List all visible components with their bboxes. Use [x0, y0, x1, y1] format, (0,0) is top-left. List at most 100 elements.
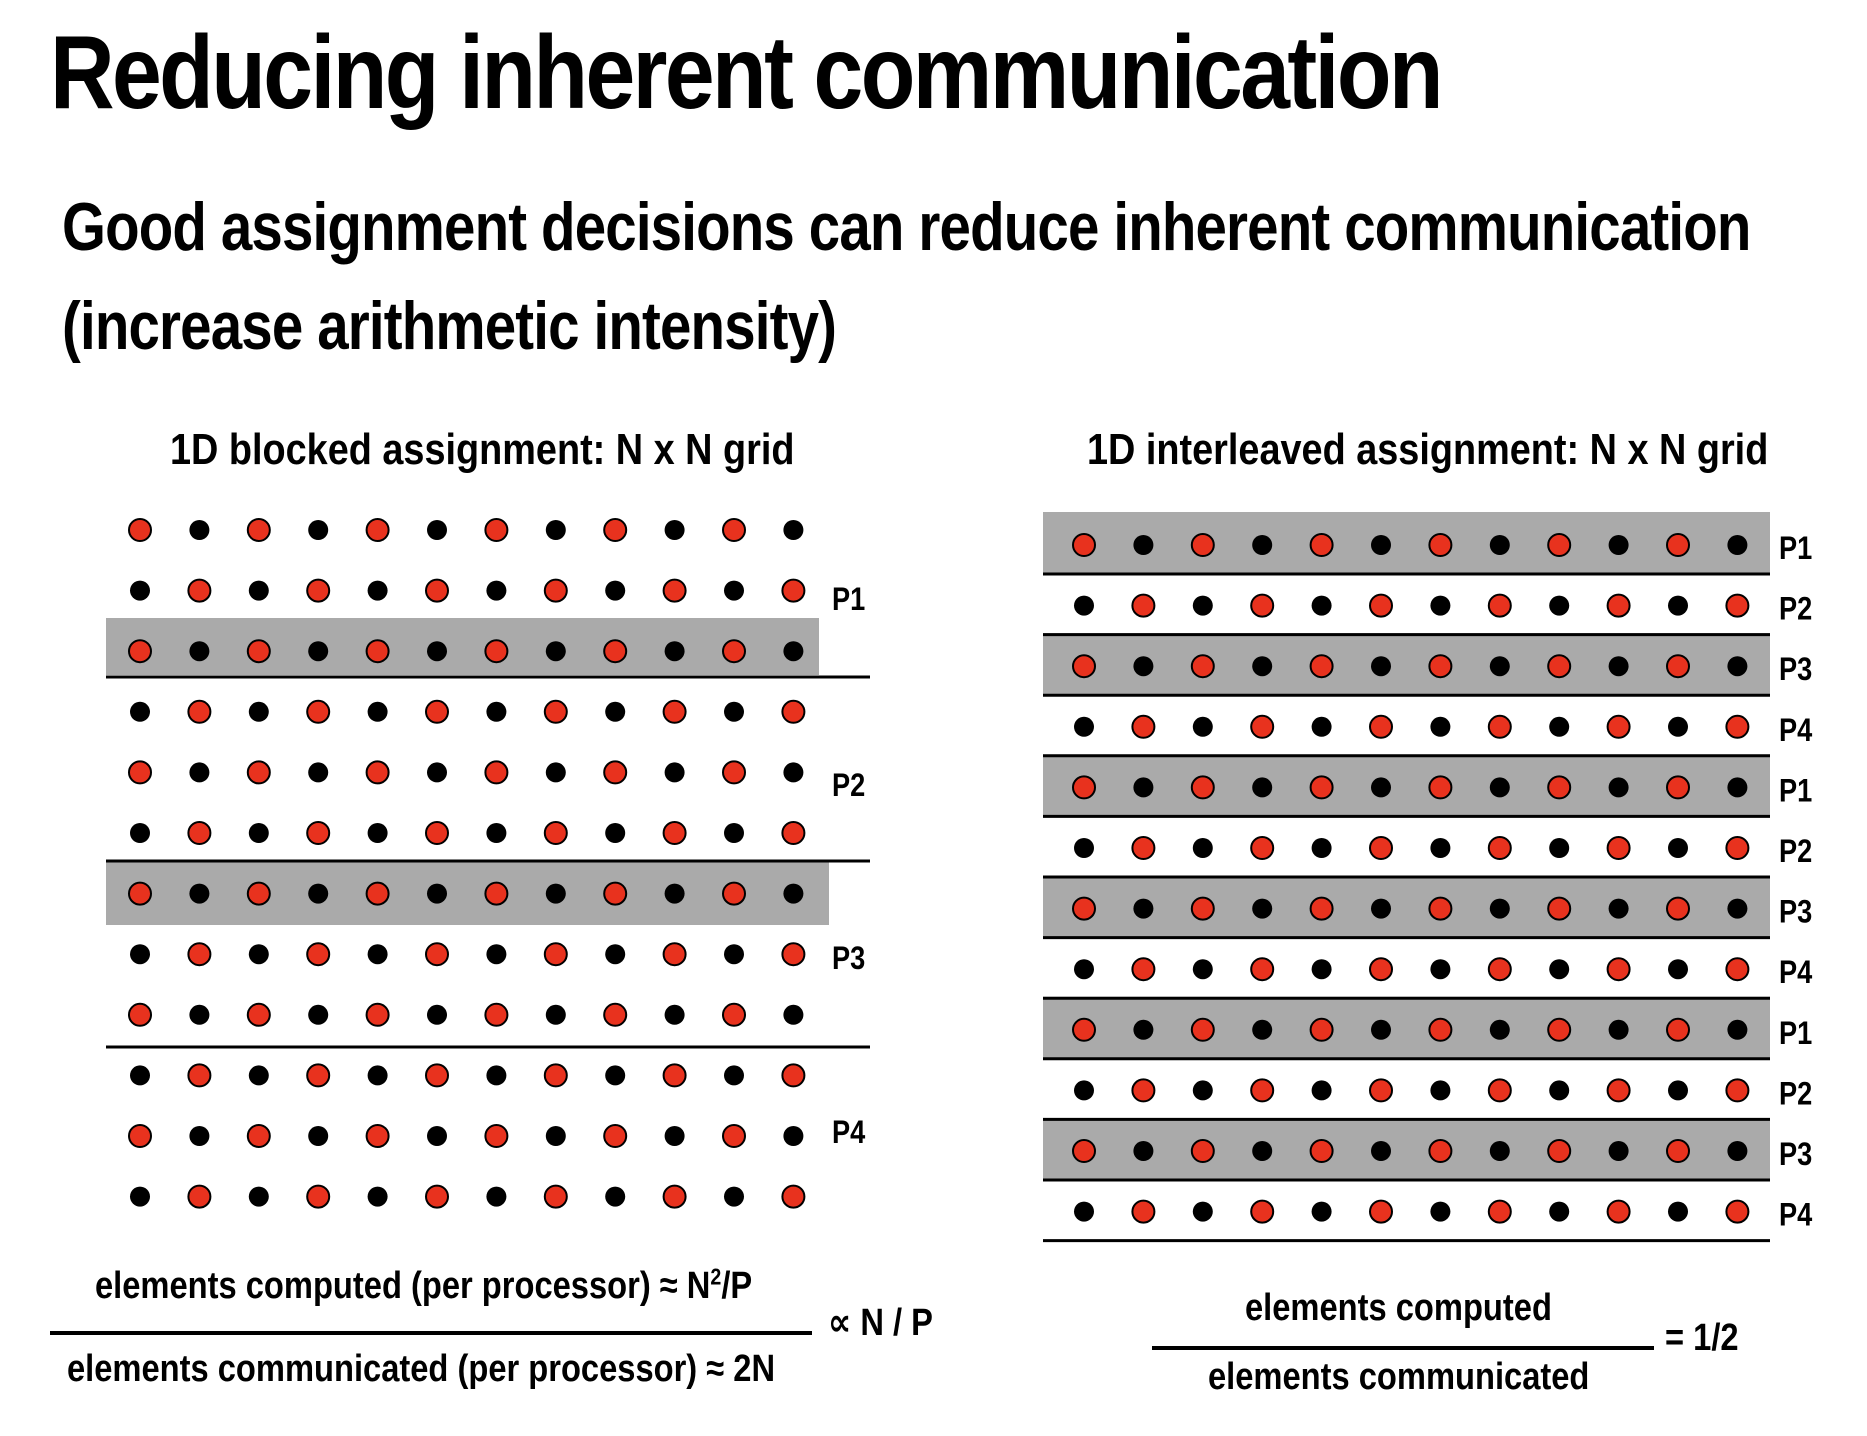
- right-grid-dot-red: [1369, 714, 1393, 739]
- right-grid-dot-red: [1072, 896, 1096, 921]
- left-grid-dot-black: [130, 1065, 150, 1086]
- left-grid-dot-red: [425, 699, 449, 724]
- left-grid-dot-red: [781, 578, 806, 603]
- right-grid-dot-red: [1369, 593, 1393, 618]
- right-grid-dot-black: [1549, 1201, 1570, 1222]
- left-grid-dot-red: [306, 699, 331, 724]
- left-grid-dot-red: [306, 821, 331, 845]
- left-formula-numerator-tail: /P: [721, 1265, 753, 1307]
- right-grid-dot-black: [1252, 777, 1273, 798]
- left-grid-dot-red: [425, 942, 449, 967]
- left-grid-dot-black: [605, 823, 626, 843]
- right-grid-dot-black: [1549, 716, 1570, 737]
- left-grid-dot-black: [248, 580, 269, 601]
- left-grid-dot-red: [603, 639, 628, 664]
- left-grid-dot-black: [189, 762, 210, 783]
- right-grid-dot-red: [1072, 654, 1096, 679]
- right-panel-title: 1D interleaved assignment: N x N grid: [1087, 425, 1769, 474]
- left-grid-dot-black: [486, 1186, 507, 1207]
- right-grid-dot-black: [1668, 838, 1688, 858]
- left-grid-dot-red: [425, 578, 449, 603]
- left-grid-dot-red: [662, 1184, 687, 1209]
- left-grid-dot-black: [367, 944, 388, 965]
- right-grid-dot-black: [1727, 656, 1748, 677]
- right-grid-dot-red: [1369, 1199, 1393, 1224]
- right-grid-dot-red: [1131, 1199, 1156, 1224]
- right-row-label-p2: P2: [1779, 1076, 1812, 1112]
- left-grid-dot-black: [367, 580, 388, 601]
- left-grid-dot-black: [308, 520, 329, 540]
- left-grid-dot-red: [484, 1124, 509, 1148]
- right-grid-dot-red: [1250, 593, 1275, 618]
- right-grid-dot-red: [1725, 1199, 1750, 1224]
- left-grid-dot-red: [128, 1124, 152, 1148]
- right-grid-dot-red: [1369, 836, 1393, 860]
- right-grid-dot-black: [1074, 959, 1094, 980]
- right-grid-dot-black: [1430, 838, 1451, 858]
- left-grid-dot-red: [187, 699, 212, 724]
- left-grid-dot-red: [722, 760, 746, 785]
- left-grid-dot-black: [545, 762, 566, 783]
- right-highlight-row-11: [1043, 1118, 1770, 1179]
- left-grid-dot-black: [248, 701, 269, 722]
- right-grid-dot-black: [1133, 656, 1154, 677]
- left-grid-dot-black: [189, 641, 210, 662]
- left-grid-dot-black: [605, 701, 626, 722]
- right-grid-dot-red: [1309, 1017, 1334, 1042]
- left-grid-dot-black: [783, 641, 804, 662]
- right-grid-dot-black: [1489, 777, 1510, 798]
- right-grid-dot-black: [1727, 898, 1748, 919]
- left-grid-dot-red: [543, 821, 568, 845]
- right-grid-dot-black: [1608, 656, 1629, 677]
- right-grid-dot-black: [1252, 535, 1273, 555]
- right-grid-dot-red: [1606, 714, 1631, 739]
- right-grid-dot-black: [1727, 1019, 1748, 1040]
- left-grid-dot-black: [308, 1004, 329, 1025]
- left-grid-dot-black: [664, 1126, 685, 1146]
- left-processor-label-p4: P4: [832, 1115, 866, 1151]
- right-grid-dot-red: [1131, 1078, 1156, 1103]
- left-grid-dot-red: [662, 942, 687, 967]
- right-grid-dot-red: [1547, 654, 1572, 679]
- left-grid-dot-red: [603, 1124, 628, 1148]
- left-grid-dot-red: [246, 518, 271, 542]
- right-grid-dot-black: [1192, 716, 1213, 737]
- left-grid-dot-black: [545, 1004, 566, 1025]
- right-grid-dot-red: [1072, 1017, 1096, 1042]
- left-grid-dot-black: [605, 944, 626, 965]
- right-grid-dot-red: [1309, 775, 1334, 800]
- left-grid-dot-black: [427, 520, 447, 540]
- left-highlight-row-7: [106, 862, 829, 925]
- right-grid-dot-red: [1131, 593, 1156, 618]
- right-grid-dot-black: [1549, 1080, 1570, 1101]
- right-grid-dot-red: [1666, 775, 1690, 800]
- left-grid-dot-red: [246, 1002, 271, 1027]
- left-grid-dot-red: [543, 1184, 568, 1209]
- right-grid-dot-red: [1666, 1139, 1690, 1163]
- right-grid-dot-red: [1725, 1078, 1750, 1103]
- right-grid-dot-black: [1371, 1141, 1391, 1161]
- left-grid-dot-red: [722, 1124, 746, 1148]
- right-grid-dot-black: [1668, 595, 1688, 616]
- right-grid-dot-red: [1072, 775, 1096, 800]
- right-grid-dot-red: [1487, 1199, 1512, 1224]
- left-grid-dot-red: [306, 1184, 331, 1209]
- left-grid-dot-black: [427, 1004, 447, 1025]
- left-grid-dot-red: [722, 639, 746, 664]
- right-grid-dot-red: [1250, 836, 1275, 860]
- left-grid-dot-black: [545, 641, 566, 662]
- left-formula-numerator: elements computed (per processor) ≈ N2/P: [95, 1265, 752, 1308]
- right-grid-dot-red: [1428, 896, 1453, 921]
- left-grid-dot-red: [484, 760, 509, 785]
- right-grid-dot-red: [1250, 1078, 1275, 1103]
- right-highlight-row-7: [1043, 875, 1770, 937]
- right-grid-dot-black: [1489, 535, 1510, 555]
- right-grid-dot-red: [1487, 1078, 1512, 1103]
- right-grid-dot-black: [1311, 1201, 1332, 1222]
- left-grid-dot-black: [130, 701, 150, 722]
- right-grid-dot-black: [1133, 777, 1154, 798]
- left-grid-dot-black: [367, 701, 388, 722]
- left-formula-numerator-exponent: 2: [710, 1263, 722, 1290]
- right-row-label-p1: P1: [1779, 1016, 1812, 1052]
- slide-title: Reducing inherent communication: [50, 15, 1444, 131]
